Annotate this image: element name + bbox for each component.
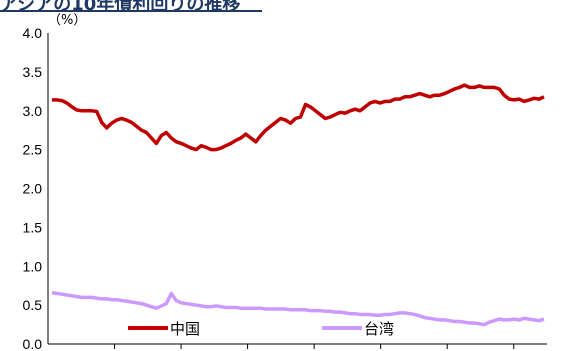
series-lines	[51, 83, 545, 327]
y-axis-tick-labels: 0.0 0.5 1.0 1.5 2.0 2.5 3.0 3.5 4.0	[23, 25, 43, 351]
chart-title: アジアの10年債利回りの推移	[0, 0, 262, 14]
series-line-china	[52, 83, 545, 152]
y-tick-label: 4.0	[23, 25, 43, 41]
y-tick-label: 1.5	[23, 219, 43, 235]
legend: 中国 台湾	[128, 320, 394, 338]
y-tick-label: 3.5	[23, 64, 43, 80]
y-tick-label: 0.0	[23, 336, 43, 351]
title-underline	[0, 10, 262, 12]
y-tick-label: 3.0	[23, 103, 43, 119]
y-tick-label: 0.5	[23, 297, 43, 313]
legend-label-taiwan: 台湾	[364, 320, 394, 338]
y-tick-label: 1.0	[23, 258, 43, 274]
series-line-taiwan	[51, 290, 545, 327]
legend-label-china: 中国	[170, 320, 200, 338]
x-axis-ticks	[114, 344, 515, 349]
y-tick-label: 2.0	[23, 181, 43, 197]
y-tick-label: 2.5	[23, 142, 43, 158]
y-unit-label: （%）	[48, 13, 86, 28]
